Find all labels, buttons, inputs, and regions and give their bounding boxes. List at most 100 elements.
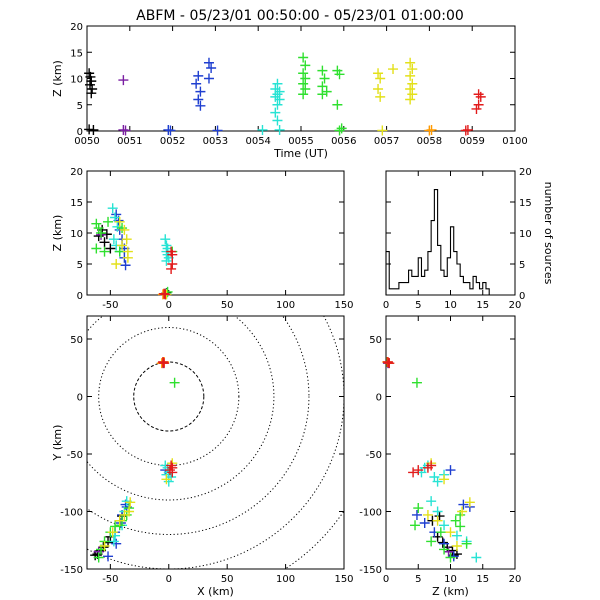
x-tick-label: 100 bbox=[276, 574, 295, 585]
source-marker bbox=[439, 544, 450, 555]
source-marker bbox=[119, 224, 130, 235]
source-marker bbox=[407, 89, 418, 100]
source-marker bbox=[407, 78, 418, 89]
y-axis-label: number of sources bbox=[542, 182, 555, 285]
source-marker bbox=[405, 70, 416, 81]
source-marker bbox=[167, 467, 178, 478]
y-axis-label: Y (km) bbox=[51, 425, 64, 462]
source-marker bbox=[461, 538, 472, 549]
y-tick-label: 20 bbox=[70, 167, 83, 178]
source-marker bbox=[319, 73, 330, 84]
source-marker bbox=[426, 124, 437, 135]
source-marker bbox=[96, 228, 107, 238]
source-marker bbox=[125, 497, 136, 508]
y-tick-label: 5 bbox=[77, 260, 83, 271]
source-marker bbox=[203, 57, 214, 68]
source-marker bbox=[257, 124, 268, 135]
x-tick-label: 0053 bbox=[203, 136, 228, 147]
x-tick-label: 0057 bbox=[374, 136, 399, 147]
source-marker bbox=[321, 86, 332, 97]
source-marker bbox=[203, 73, 214, 84]
source-marker bbox=[103, 551, 114, 562]
source-marker bbox=[161, 474, 172, 485]
x-tick-label: 150 bbox=[334, 300, 353, 311]
source-marker bbox=[422, 462, 433, 473]
x-tick-label: 0052 bbox=[160, 136, 185, 147]
y-tick-label: 0 bbox=[77, 127, 83, 138]
source-marker bbox=[115, 518, 126, 528]
source-marker bbox=[122, 252, 133, 263]
source-marker bbox=[99, 246, 110, 257]
y-tick-label: 0 bbox=[77, 291, 83, 302]
y-tick-label: 5 bbox=[519, 260, 525, 271]
y-tick-label: -50 bbox=[67, 450, 83, 461]
source-marker bbox=[165, 125, 176, 136]
source-marker bbox=[160, 234, 171, 245]
source-marker bbox=[161, 255, 172, 266]
source-marker bbox=[300, 73, 311, 84]
x-axis-label: X (km) bbox=[197, 585, 234, 598]
source-marker bbox=[411, 509, 422, 520]
y-axis-label: Z (km) bbox=[51, 60, 64, 97]
source-marker bbox=[86, 88, 97, 99]
source-marker bbox=[445, 552, 456, 563]
source-marker bbox=[206, 63, 217, 73]
x-tick-label: 50 bbox=[221, 300, 234, 311]
source-marker bbox=[159, 288, 170, 299]
source-marker bbox=[159, 358, 170, 369]
x-tick-label: 50 bbox=[221, 574, 234, 585]
source-marker bbox=[434, 511, 445, 522]
y-tick-label: 0 bbox=[376, 393, 382, 404]
source-marker bbox=[300, 60, 311, 71]
source-marker bbox=[88, 124, 99, 135]
x-tick-label: -50 bbox=[102, 574, 118, 585]
source-marker bbox=[103, 216, 114, 227]
source-marker bbox=[91, 243, 102, 254]
source-marker bbox=[84, 79, 95, 90]
y-tick-label: 10 bbox=[70, 229, 83, 240]
x-tick-label: 100 bbox=[276, 300, 295, 311]
source-marker bbox=[193, 70, 204, 81]
x-tick-label: -50 bbox=[102, 300, 118, 311]
x-tick-label: 0100 bbox=[502, 136, 527, 147]
source-marker bbox=[334, 69, 345, 80]
x-tick-label: 0058 bbox=[417, 136, 442, 147]
source-marker bbox=[317, 89, 328, 100]
source-marker bbox=[298, 78, 309, 89]
x-tick-label: 0 bbox=[383, 300, 389, 311]
x-height-panel: -50 0 50 100 150 0 5 10 15 20 Z (km) bbox=[51, 167, 354, 311]
source-marker bbox=[388, 64, 399, 75]
source-marker bbox=[99, 541, 110, 551]
source-marker bbox=[110, 212, 121, 223]
source-marker bbox=[272, 78, 283, 89]
source-marker bbox=[167, 259, 178, 269]
source-marker bbox=[114, 216, 125, 227]
source-marker bbox=[169, 377, 180, 388]
x-tick-label: 0 bbox=[383, 574, 389, 585]
source-marker bbox=[419, 518, 430, 528]
figure-title: ABFM - 05/23/01 00:50:00 - 05/23/01 01:0… bbox=[136, 8, 464, 24]
x-tick-label: 0055 bbox=[288, 136, 313, 147]
source-marker bbox=[426, 496, 437, 507]
source-marker bbox=[274, 94, 285, 105]
source-marker bbox=[413, 465, 424, 476]
source-marker bbox=[105, 243, 116, 254]
source-marker bbox=[432, 506, 443, 517]
source-marker bbox=[298, 68, 309, 79]
source-marker bbox=[298, 89, 309, 100]
source-marker bbox=[93, 552, 104, 563]
x-height-frame bbox=[86, 170, 345, 296]
y-axis-label: Z (km) bbox=[51, 215, 64, 252]
source-marker bbox=[317, 65, 328, 76]
source-marker bbox=[107, 527, 118, 538]
source-marker bbox=[91, 218, 102, 229]
y-tick-label: 15 bbox=[70, 48, 83, 59]
source-marker bbox=[462, 124, 473, 135]
x-axis-label: Time (UT) bbox=[273, 147, 328, 160]
source-marker bbox=[118, 75, 129, 86]
source-marker bbox=[426, 536, 437, 547]
height-y-panel: 0 5 10 15 20 -150 -100 -50 0 50 Z (km) bbox=[359, 315, 521, 598]
x-axis-label: Z (km) bbox=[432, 585, 469, 598]
source-marker bbox=[120, 125, 131, 136]
